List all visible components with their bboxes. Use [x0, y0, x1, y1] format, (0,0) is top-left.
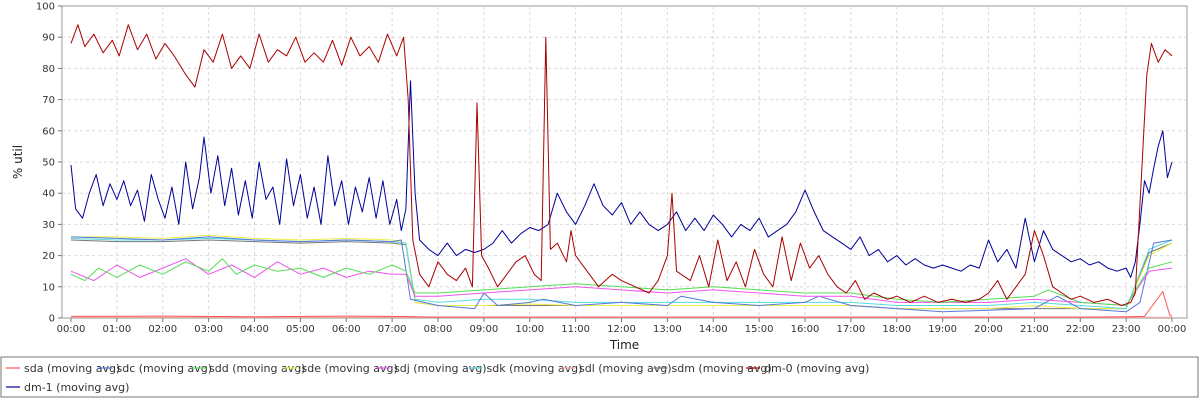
x-tick-label: 05:00 [286, 324, 315, 335]
series-line-1 [70, 236, 1173, 313]
x-tick-label: 01:00 [102, 324, 131, 335]
x-tick-label: 20:00 [974, 324, 1003, 335]
x-tick-label: 10:00 [515, 324, 544, 335]
legend-label: sdc (moving avg) [117, 362, 213, 375]
y-tick-label: 60 [42, 126, 55, 137]
x-tick-label: 11:00 [561, 324, 590, 335]
y-axis-title: % util [11, 145, 25, 179]
y-tick-label: 10 [42, 282, 55, 293]
x-tick-label: 14:00 [699, 324, 728, 335]
legend-label: sdd (moving avg) [209, 362, 305, 375]
y-tick-label: 30 [42, 220, 55, 231]
x-tick-label: 04:00 [240, 324, 269, 335]
x-tick-label: 07:00 [378, 324, 407, 335]
legend-label: sdk (moving avg) [487, 362, 583, 375]
legend-box [0, 356, 1199, 398]
x-tick-label: 22:00 [1066, 324, 1095, 335]
y-tick-label: 20 [42, 251, 55, 262]
x-tick-label: 19:00 [928, 324, 957, 335]
x-tick-label: 06:00 [332, 324, 361, 335]
x-tick-label: 13:00 [653, 324, 682, 335]
x-tick-label: 00:00 [1158, 324, 1187, 335]
y-tick-label: 80 [42, 64, 55, 75]
series-line-3 [71, 234, 1173, 310]
x-tick-label: 18:00 [882, 324, 911, 335]
grid-lines [62, 6, 1187, 318]
x-axis: 00:00 01:00 02:00 03:00 04:00 05:00 06:00 07:00… [57, 318, 1187, 335]
y-tick-label: 90 [42, 33, 55, 44]
x-tick-label: 23:00 [1112, 324, 1141, 335]
x-tick-label: 08:00 [424, 324, 453, 335]
y-tick-label: 100 [36, 2, 55, 13]
x-axis-title: Time [609, 338, 639, 352]
series-line-8 [70, 24, 1173, 306]
series-line-4 [70, 258, 1173, 306]
x-tick-label: 21:00 [1020, 324, 1049, 335]
x-tick-label: 03:00 [194, 324, 223, 335]
legend: sda (moving avg)sdc (moving avg)sdd (mov… [6, 362, 869, 394]
legend-label: sdj (moving avg) [394, 362, 487, 375]
y-tick-label: 40 [42, 189, 55, 200]
legend-label: sde (moving avg) [302, 362, 398, 375]
legend-label: dm-1 (moving avg) [24, 381, 129, 394]
x-tick-label: 17:00 [836, 324, 865, 335]
legend-label: sdm (moving avg) [672, 362, 772, 375]
y-tick-label: 50 [42, 158, 55, 169]
x-tick-label: 16:00 [791, 324, 820, 335]
legend-label: dm-0 (moving avg) [764, 362, 869, 375]
y-tick-label: 0 [49, 314, 55, 325]
x-tick-label: 00:00 [57, 324, 86, 335]
x-tick-label: 15:00 [745, 324, 774, 335]
x-tick-label: 12:00 [607, 324, 636, 335]
y-axis: 0 10 20 30 40 50 60 70 80 90 100 [36, 2, 62, 325]
series-line-2 [70, 258, 1173, 306]
series-lines [70, 24, 1173, 318]
x-tick-label: 02:00 [148, 324, 177, 335]
series-line-0 [70, 291, 1173, 318]
y-tick-label: 70 [42, 95, 55, 106]
x-tick-label: 09:00 [469, 324, 498, 335]
legend-label: sdl (moving avg) [579, 362, 672, 375]
legend-label: sda (moving avg) [24, 362, 120, 375]
series-line-9 [70, 80, 1173, 278]
